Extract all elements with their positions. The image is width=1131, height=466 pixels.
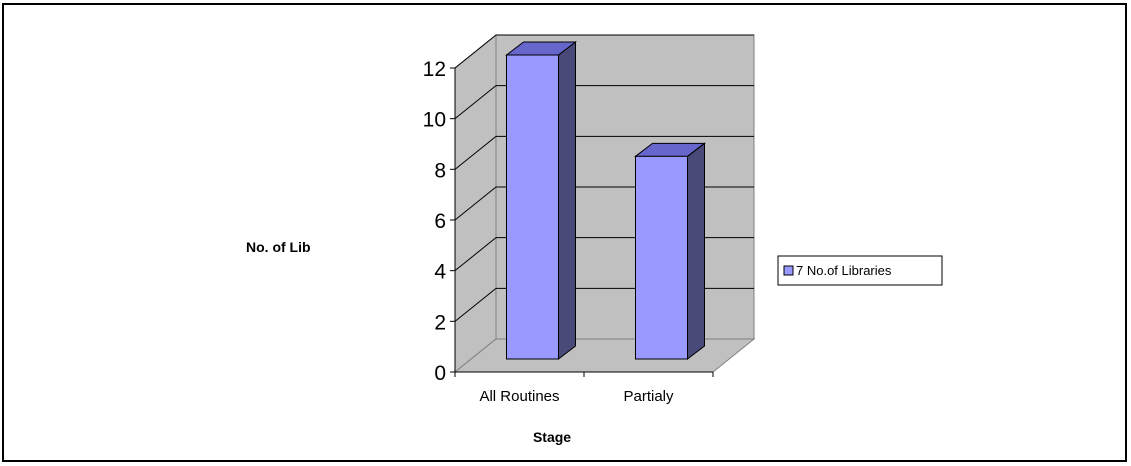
y-tick-label: 0	[434, 362, 446, 385]
y-tick-label: 12	[423, 58, 446, 81]
legend: 7 No.of Libraries	[777, 255, 943, 286]
gridline-side	[454, 85, 497, 120]
gridline-side	[454, 287, 497, 322]
bar-side	[558, 40, 576, 361]
y-tick-label: 10	[423, 109, 446, 132]
axes	[450, 67, 714, 377]
axis-labels: 0 2 4 6 8 10 12 All Routines Partialy	[423, 58, 674, 405]
gridline-side	[454, 237, 497, 272]
legend-swatch	[783, 265, 794, 276]
y-tick-label: 2	[434, 311, 446, 334]
y-tick-label: 8	[434, 159, 446, 182]
x-tick-label: Partialy	[623, 388, 674, 405]
gridline-side	[454, 186, 497, 221]
x-tick-label: All Routines	[479, 388, 559, 405]
legend-label: 7 No.of Libraries	[796, 263, 892, 278]
gridline-side	[454, 135, 497, 170]
y-tick-label: 4	[434, 261, 446, 284]
bar	[506, 54, 559, 360]
bar-side	[687, 142, 705, 361]
bars	[505, 40, 706, 361]
gridline-side	[454, 34, 497, 69]
y-tick-label: 6	[434, 210, 446, 233]
x-axis-title: Stage	[533, 429, 571, 445]
legend-box	[777, 255, 943, 286]
floor	[453, 338, 756, 373]
bar	[635, 155, 688, 360]
y-axis-title: No. of Lib	[246, 239, 311, 255]
